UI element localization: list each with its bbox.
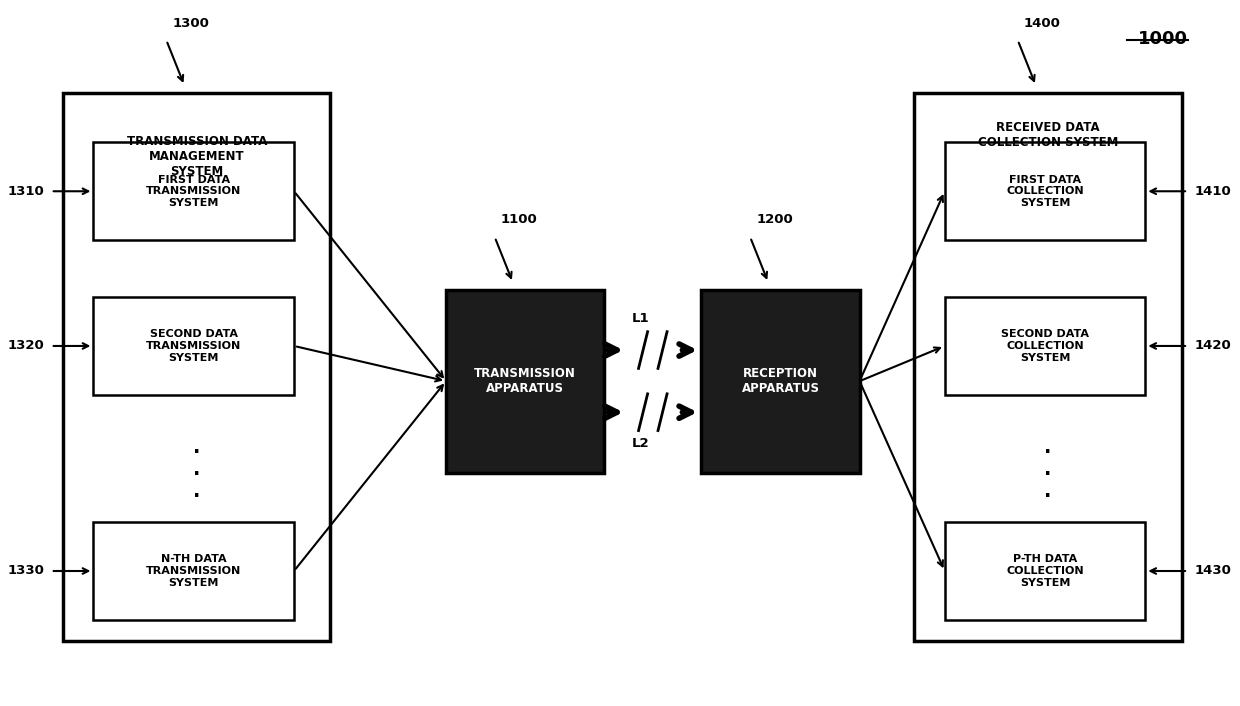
Text: 1420: 1420	[1194, 340, 1231, 352]
FancyBboxPatch shape	[945, 297, 1146, 395]
Text: RECEPTION
APPARATUS: RECEPTION APPARATUS	[742, 367, 820, 395]
Text: 1300: 1300	[172, 16, 210, 30]
Text: TRANSMISSION DATA
MANAGEMENT
SYSTEM: TRANSMISSION DATA MANAGEMENT SYSTEM	[126, 135, 267, 178]
Text: N-TH DATA
TRANSMISSION
SYSTEM: N-TH DATA TRANSMISSION SYSTEM	[146, 554, 242, 587]
Text: 1100: 1100	[501, 213, 537, 227]
Text: RECEIVED DATA
COLLECTION SYSTEM: RECEIVED DATA COLLECTION SYSTEM	[978, 121, 1118, 149]
Text: 1310: 1310	[7, 185, 45, 198]
Text: 1200: 1200	[756, 213, 792, 227]
Text: L1: L1	[632, 313, 650, 325]
Text: L2: L2	[632, 437, 650, 450]
Text: P-TH DATA
COLLECTION
SYSTEM: P-TH DATA COLLECTION SYSTEM	[1007, 554, 1084, 587]
FancyBboxPatch shape	[945, 142, 1146, 241]
FancyBboxPatch shape	[945, 522, 1146, 621]
Text: SECOND DATA
COLLECTION
SYSTEM: SECOND DATA COLLECTION SYSTEM	[1001, 330, 1089, 363]
FancyBboxPatch shape	[93, 297, 294, 395]
FancyBboxPatch shape	[702, 289, 859, 472]
Text: TRANSMISSION
APPARATUS: TRANSMISSION APPARATUS	[474, 367, 577, 395]
Text: 1330: 1330	[7, 565, 45, 578]
Text: 1410: 1410	[1194, 185, 1231, 198]
Text: 1000: 1000	[1138, 30, 1188, 47]
FancyBboxPatch shape	[63, 92, 331, 641]
Text: SECOND DATA
TRANSMISSION
SYSTEM: SECOND DATA TRANSMISSION SYSTEM	[146, 330, 242, 363]
FancyBboxPatch shape	[446, 289, 604, 472]
FancyBboxPatch shape	[914, 92, 1182, 641]
Text: 1400: 1400	[1023, 16, 1060, 30]
Text: FIRST DATA
TRANSMISSION
SYSTEM: FIRST DATA TRANSMISSION SYSTEM	[146, 174, 242, 208]
Text: .
.
.: . . .	[193, 438, 201, 501]
Text: FIRST DATA
COLLECTION
SYSTEM: FIRST DATA COLLECTION SYSTEM	[1007, 174, 1084, 208]
FancyBboxPatch shape	[93, 522, 294, 621]
Text: 1430: 1430	[1194, 565, 1231, 578]
Text: 1320: 1320	[7, 340, 45, 352]
FancyBboxPatch shape	[93, 142, 294, 241]
Text: .
.
.: . . .	[1044, 438, 1052, 501]
